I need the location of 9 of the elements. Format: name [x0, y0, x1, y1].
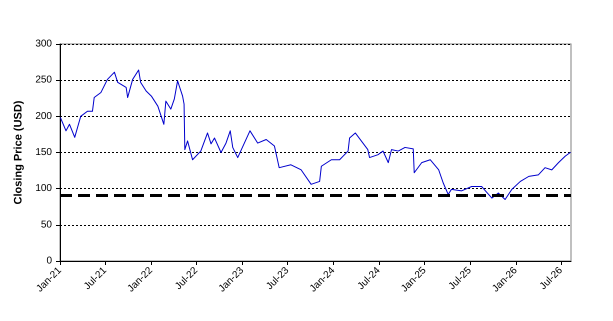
y-tick-label: 300: [35, 38, 52, 50]
y-tick-label: 150: [35, 147, 52, 158]
line-series: [60, 70, 571, 200]
y-tick-label: 100: [35, 183, 52, 194]
y-axis-title: Closing Price (USD): [12, 100, 24, 204]
y-tick-label: 0: [46, 256, 52, 266]
y-tick-label: 250: [35, 74, 52, 86]
y-tick-label: 200: [35, 110, 52, 122]
y-tick-label: 50: [40, 219, 52, 230]
